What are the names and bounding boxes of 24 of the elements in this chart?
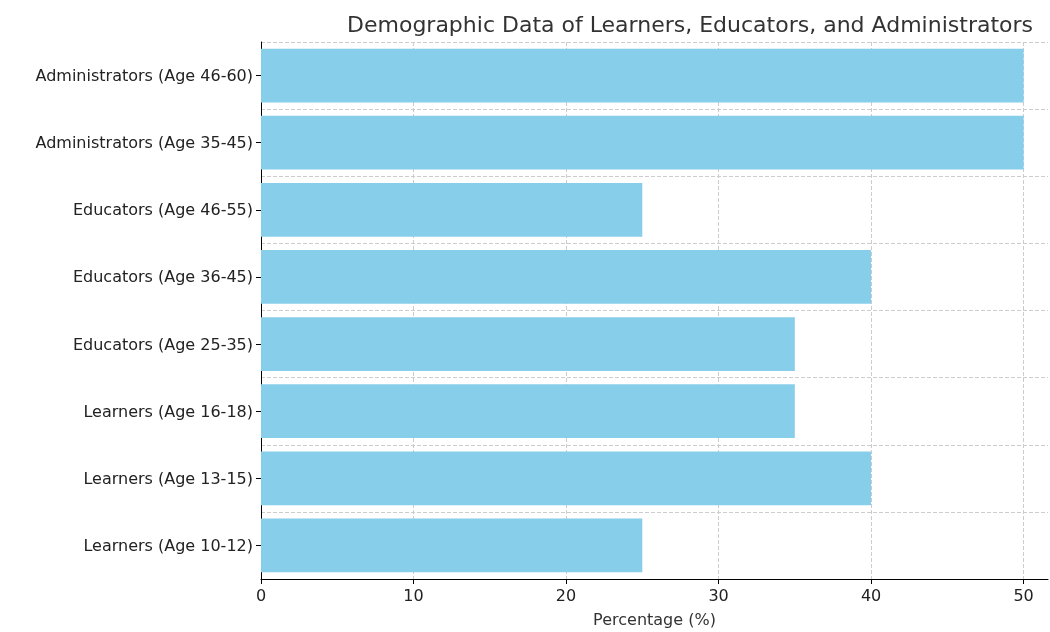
- bar: [261, 250, 872, 304]
- x-tick-label: 10: [403, 585, 424, 605]
- bar: [261, 518, 643, 573]
- y-tick-label: Learners (Age 10-12): [83, 535, 253, 555]
- x-tick-label: 0: [255, 585, 267, 605]
- x-tick-label: 20: [555, 585, 577, 605]
- x-tick-label: 50: [1013, 585, 1034, 605]
- y-tick-label: Educators (Age 25-35): [72, 334, 253, 354]
- bar: [261, 182, 643, 237]
- x-axis-title: Percentage (%): [593, 609, 716, 629]
- bar: [261, 317, 795, 371]
- x-tick-label: 30: [708, 585, 729, 605]
- y-tick-label: Administrators (Age 35-45): [35, 133, 253, 153]
- bar: [261, 451, 872, 506]
- chart-title: Demographic Data of Learners, Educators, and Administrators: [347, 11, 1034, 37]
- y-tick-label: Learners (Age 16-18): [83, 401, 253, 421]
- y-tick-label: Administrators (Age 46-60): [35, 66, 253, 86]
- x-tick-label: 40: [860, 585, 882, 605]
- y-tick-label: Learners (Age 13-15): [83, 468, 253, 488]
- bar: [261, 48, 1024, 103]
- bar: [261, 115, 1024, 170]
- bar: [261, 384, 795, 439]
- y-tick-label: Educators (Age 46-55): [72, 200, 253, 220]
- y-tick-label: Educators (Age 36-45): [72, 267, 253, 287]
